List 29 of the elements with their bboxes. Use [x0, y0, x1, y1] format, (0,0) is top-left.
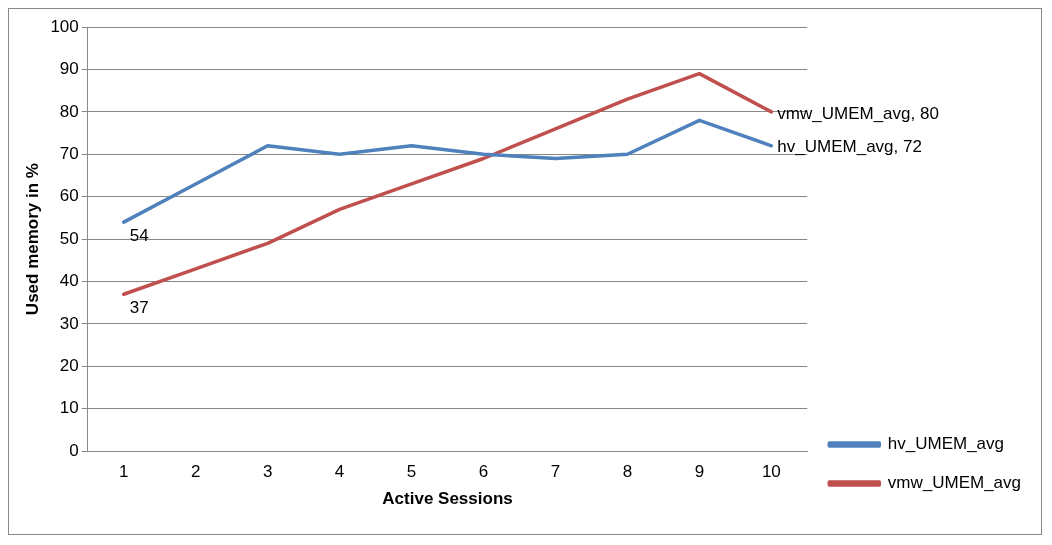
x-tick-label: 10	[761, 462, 781, 482]
y-tick-label: 60	[59, 186, 79, 206]
legend-label: hv_UMEM_avg	[887, 434, 1005, 454]
data-label: vmw_UMEM_avg, 80	[777, 103, 939, 123]
x-tick-label: 3	[262, 462, 273, 482]
y-tick-label: 90	[59, 59, 79, 79]
x-tick-label: 7	[550, 462, 561, 482]
x-tick-label: 6	[478, 462, 489, 482]
y-tick-label: 50	[59, 228, 79, 248]
y-tick-label: 80	[59, 101, 79, 121]
data-label: 54	[129, 225, 149, 245]
data-label: hv_UMEM_avg, 72	[777, 137, 922, 157]
x-axis-title: Active Sessions	[382, 489, 513, 509]
y-tick-label: 100	[50, 16, 79, 36]
y-tick-label: 20	[59, 356, 79, 376]
x-tick-label: 4	[334, 462, 345, 482]
x-tick-label: 2	[190, 462, 201, 482]
y-tick-label: 70	[59, 143, 79, 163]
y-tick-label: 40	[59, 271, 79, 291]
data-label: 37	[129, 297, 149, 317]
x-tick-label: 1	[119, 462, 129, 482]
x-tick-label: 5	[406, 462, 417, 482]
y-tick-label: 30	[59, 313, 79, 333]
y-tick-label: 0	[69, 440, 79, 460]
x-tick-label: 9	[694, 462, 705, 482]
legend-label: vmw_UMEM_avg	[887, 473, 1022, 493]
y-axis-title: Used memory in %	[22, 163, 42, 316]
y-tick-label: 10	[59, 398, 79, 418]
x-tick-label: 8	[622, 462, 633, 482]
